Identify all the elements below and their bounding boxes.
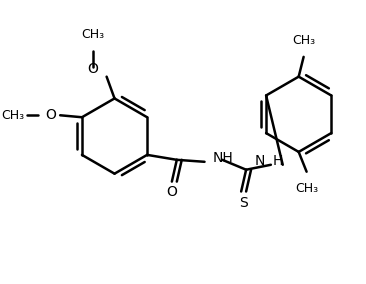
Text: S: S [239, 196, 247, 210]
Text: O: O [87, 62, 98, 76]
Text: H: H [273, 154, 283, 168]
Text: CH₃: CH₃ [1, 109, 24, 122]
Text: O: O [167, 185, 177, 199]
Text: CH₃: CH₃ [295, 181, 318, 195]
Text: NH: NH [212, 151, 233, 165]
Text: O: O [45, 108, 56, 122]
Text: CH₃: CH₃ [292, 34, 315, 47]
Text: N: N [254, 154, 265, 168]
Text: CH₃: CH₃ [81, 28, 104, 41]
